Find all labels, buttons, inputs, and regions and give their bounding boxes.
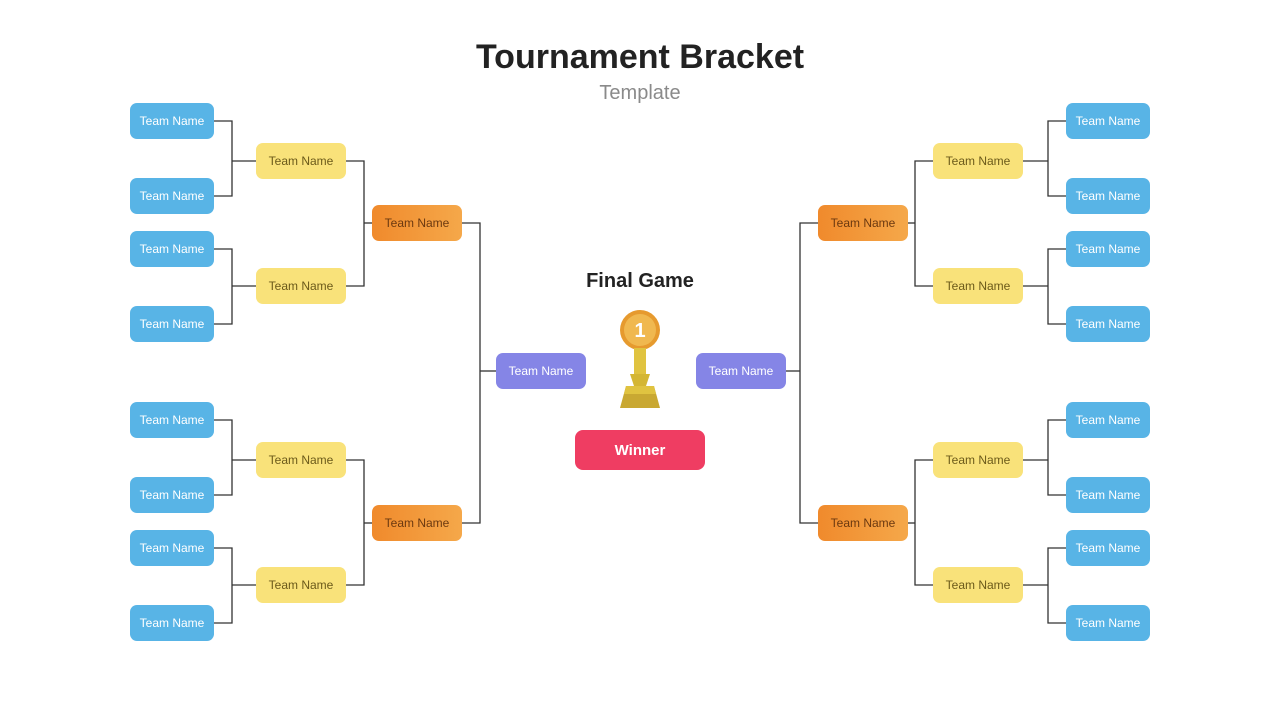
left-r4-team: Team Name <box>496 353 586 389</box>
left-r1-team-7: Team Name <box>130 605 214 641</box>
team-label: Team Name <box>140 488 205 502</box>
right-r2-team-1: Team Name <box>933 268 1023 304</box>
team-label: Team Name <box>140 242 205 256</box>
left-r2-team-0: Team Name <box>256 143 346 179</box>
team-label: Team Name <box>140 317 205 331</box>
right-r2-team-3: Team Name <box>933 567 1023 603</box>
team-label: Team Name <box>946 279 1011 293</box>
team-label: Team Name <box>946 578 1011 592</box>
right-r3-team-0: Team Name <box>818 205 908 241</box>
right-r1-team-0: Team Name <box>1066 103 1150 139</box>
left-r1-team-5: Team Name <box>130 477 214 513</box>
team-label: Team Name <box>140 114 205 128</box>
team-label: Team Name <box>140 616 205 630</box>
team-label: Team Name <box>1076 488 1141 502</box>
team-label: Team Name <box>385 516 450 530</box>
team-label: Team Name <box>1076 189 1141 203</box>
team-label: Team Name <box>1076 114 1141 128</box>
team-label: Team Name <box>1076 413 1141 427</box>
team-label: Team Name <box>1076 616 1141 630</box>
team-label: Team Name <box>269 578 334 592</box>
right-r1-team-7: Team Name <box>1066 605 1150 641</box>
right-r1-team-4: Team Name <box>1066 402 1150 438</box>
team-label: Team Name <box>946 154 1011 168</box>
right-r3-team-1: Team Name <box>818 505 908 541</box>
left-r1-team-6: Team Name <box>130 530 214 566</box>
left-r1-team-3: Team Name <box>130 306 214 342</box>
left-r3-team-0: Team Name <box>372 205 462 241</box>
right-r2-team-2: Team Name <box>933 442 1023 478</box>
team-label: Team Name <box>831 516 896 530</box>
right-r1-team-3: Team Name <box>1066 306 1150 342</box>
left-r2-team-2: Team Name <box>256 442 346 478</box>
right-r4-team: Team Name <box>696 353 786 389</box>
page-subtitle: Template <box>0 82 1280 105</box>
team-label: Team Name <box>385 216 450 230</box>
team-label: Team Name <box>269 154 334 168</box>
right-r2-team-0: Team Name <box>933 143 1023 179</box>
winner-label: Winner <box>615 442 666 459</box>
team-label: Team Name <box>831 216 896 230</box>
final-game-label: Final Game <box>0 270 1280 293</box>
left-r2-team-3: Team Name <box>256 567 346 603</box>
team-label: Team Name <box>1076 541 1141 555</box>
svg-text:1: 1 <box>634 320 645 342</box>
team-label: Team Name <box>709 364 774 378</box>
right-r1-team-1: Team Name <box>1066 178 1150 214</box>
left-r1-team-1: Team Name <box>130 178 214 214</box>
team-label: Team Name <box>140 189 205 203</box>
right-r1-team-2: Team Name <box>1066 231 1150 267</box>
team-label: Team Name <box>509 364 574 378</box>
page-title: Tournament Bracket <box>0 38 1280 77</box>
right-r1-team-6: Team Name <box>1066 530 1150 566</box>
right-r1-team-5: Team Name <box>1066 477 1150 513</box>
trophy-icon: 1 <box>608 308 672 418</box>
left-r2-team-1: Team Name <box>256 268 346 304</box>
team-label: Team Name <box>946 453 1011 467</box>
left-r3-team-1: Team Name <box>372 505 462 541</box>
left-r1-team-0: Team Name <box>130 103 214 139</box>
team-label: Team Name <box>269 279 334 293</box>
team-label: Team Name <box>140 541 205 555</box>
team-label: Team Name <box>1076 242 1141 256</box>
left-r1-team-4: Team Name <box>130 402 214 438</box>
team-label: Team Name <box>269 453 334 467</box>
winner-box: Winner <box>575 430 705 470</box>
team-label: Team Name <box>140 413 205 427</box>
team-label: Team Name <box>1076 317 1141 331</box>
left-r1-team-2: Team Name <box>130 231 214 267</box>
